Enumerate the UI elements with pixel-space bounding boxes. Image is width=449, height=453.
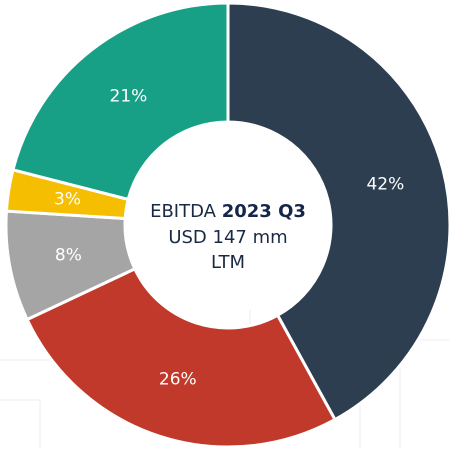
value-label: 42% (366, 175, 404, 195)
center-line-3: LTM (211, 252, 245, 273)
value-label: 8% (55, 245, 82, 265)
value-label: 26% (159, 370, 197, 390)
slices (4, 1, 449, 449)
slice (11, 1, 230, 202)
center-text: EBITDA (150, 201, 217, 222)
labels: 42% 26% 8% 3% 21% (54, 87, 404, 390)
center-line-1: EBITDA 2023 Q3 (150, 201, 306, 222)
value-label: 21% (110, 87, 148, 107)
slice (25, 266, 337, 449)
center-text-bold: 2023 Q3 (222, 201, 306, 222)
value-label: 3% (54, 190, 81, 210)
center-line-2: USD 147 mm (168, 227, 287, 248)
slice (226, 1, 449, 422)
